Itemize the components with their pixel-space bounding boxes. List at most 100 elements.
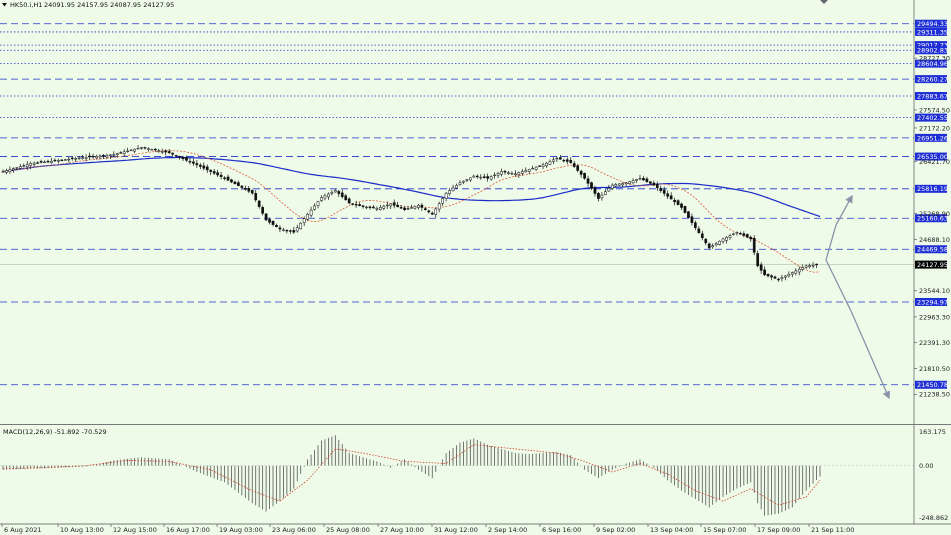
candle-body [624,182,628,185]
candle-body [694,222,697,228]
candle-body [448,190,451,195]
candle-body [565,159,569,162]
candle-body [115,153,119,155]
price-tick-label: 21810.50 [919,365,950,373]
price-tick-label: 25268.90 [919,210,950,218]
candle-body [320,197,323,201]
candle-body [84,156,88,159]
candle-body [271,220,275,225]
candle-body [164,150,168,153]
candle-body [29,163,33,166]
candle-body [538,165,541,167]
candle-body [631,180,635,184]
time-tick-label: 21 Sep 11:00 [811,526,854,534]
candle-body [250,190,254,194]
candle-body [167,151,171,153]
macd-tick-label: 0.00 [919,462,933,470]
candle-body [278,227,282,230]
time-tick-label: 15 Sep 07:00 [703,526,746,534]
candle-body [804,265,808,268]
candle-body [313,205,316,210]
candle-body [105,154,109,158]
candle-body [233,181,237,185]
chart-shift-marker[interactable] [820,0,828,4]
candle-body [749,236,753,240]
candle-body [365,206,368,209]
time-tick-label: 16 Aug 17:00 [166,526,210,534]
time-tick-label: 23 Aug 06:00 [272,526,316,534]
candle-body [617,183,621,186]
candle-body [534,166,538,170]
candle-body [219,174,223,177]
level-label: 27402.55 [917,114,948,122]
time-tick-label: 6 Aug 2021 [4,526,42,534]
time-tick-label: 9 Sep 02:00 [596,526,635,534]
candle-body [192,161,195,164]
macd-tick-label: 163.175 [919,428,946,436]
candle-body [437,203,441,210]
candle-body [399,207,403,209]
candle-body [358,204,361,206]
candle-body [309,209,313,216]
candle-body [770,275,773,278]
candle-body [403,207,406,210]
candle-body [423,208,427,210]
time-tick-label: 13 Sep 04:00 [650,526,693,534]
candle-body [261,207,264,214]
candle-body [555,157,559,160]
candle-body [171,152,174,155]
current-price-label: 24127.95 [917,261,948,269]
candle-body [91,155,95,158]
candle-body [541,164,545,167]
level-label: 28604.96 [917,60,948,68]
candle-body [39,161,43,163]
candle-body [444,192,448,199]
candle-body [264,213,268,221]
candle-body [524,170,528,173]
candle-body [773,276,777,279]
macd-tick-label: -248.862 [919,514,948,522]
time-tick-label: 19 Aug 03:00 [219,526,263,534]
time-tick-label: 31 Aug 12:00 [434,526,478,534]
candle-body [268,219,271,223]
candle-body [288,230,292,232]
candle-body [160,151,164,153]
candle-body [545,162,548,167]
candle-body [721,238,725,242]
candle-body [50,160,53,163]
candle-body [212,171,216,174]
candle-body [462,180,465,183]
candle-body [790,272,794,275]
candle-body [282,229,285,231]
candle-body [410,207,413,209]
candle-body [133,148,136,152]
candle-body [340,192,344,197]
candle-body [129,149,133,152]
symbol-dropdown-icon[interactable] [2,3,7,7]
level-label-bg [915,152,947,161]
candle-body [417,205,420,208]
candle-body [649,181,652,184]
candle-body [725,236,728,241]
candle-body [257,200,261,207]
level-label: 24469.58 [917,246,948,254]
candle-body [590,182,593,189]
candle-body [389,203,393,207]
candle-body [496,173,500,176]
slow-moving-average [2,156,821,218]
candle-body [396,204,400,208]
time-tick-label: 2 Sep 14:00 [488,526,527,534]
candle-body [645,178,649,182]
candle-body [604,191,607,195]
candle-body [666,193,670,197]
candle-body [531,167,535,170]
price-tick-label: 27172.20 [919,124,950,132]
level-label-bg [915,113,947,122]
candle-body [808,265,811,267]
candle-body [140,147,143,149]
level-label: 25816.19 [917,185,948,193]
candle-body [742,233,746,236]
